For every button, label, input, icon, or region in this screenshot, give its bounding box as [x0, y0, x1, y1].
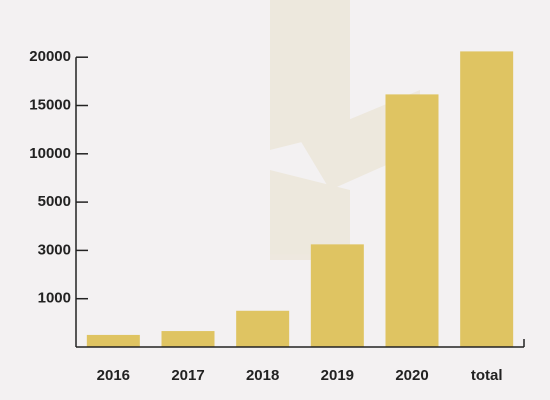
- bar: [460, 51, 514, 348]
- y-tick-label: 20000: [29, 48, 71, 65]
- y-tick-label: 5000: [38, 193, 71, 210]
- y-tick-label: 10000: [29, 145, 71, 162]
- bar: [161, 331, 215, 347]
- x-tick-label: 2020: [395, 367, 428, 384]
- y-tick-label: 1000: [38, 290, 71, 307]
- x-tick-label: 2018: [246, 367, 279, 384]
- x-tick-label: total: [471, 367, 503, 384]
- bar: [236, 310, 290, 347]
- bar: [310, 244, 364, 347]
- x-tick-label: 2017: [171, 367, 204, 384]
- bar: [385, 94, 439, 348]
- y-tick-label: 3000: [38, 241, 71, 258]
- x-tick-label: 2016: [97, 367, 130, 384]
- x-tick-label: 2019: [321, 367, 354, 384]
- y-tick-label: 15000: [29, 96, 71, 113]
- bar: [86, 334, 140, 347]
